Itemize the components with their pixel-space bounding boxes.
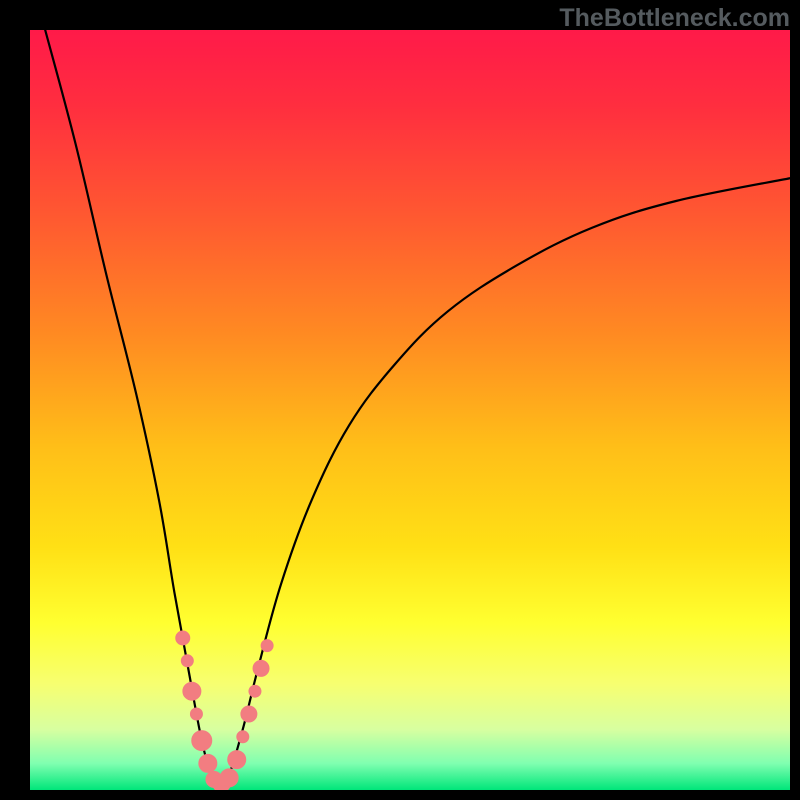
watermark-text: TheBottleneck.com xyxy=(559,4,790,33)
data-marker xyxy=(249,685,261,697)
plot-area xyxy=(30,30,790,790)
data-marker xyxy=(192,731,212,751)
data-marker xyxy=(181,655,193,667)
chart-svg xyxy=(30,30,790,790)
data-marker xyxy=(220,769,238,787)
data-marker xyxy=(261,640,273,652)
data-marker xyxy=(176,631,190,645)
data-marker xyxy=(228,751,246,769)
data-marker xyxy=(190,708,202,720)
gradient-background xyxy=(30,30,790,790)
figure-root: TheBottleneck.com xyxy=(0,0,800,800)
data-marker xyxy=(183,682,201,700)
data-marker xyxy=(253,660,269,676)
data-marker xyxy=(241,706,257,722)
data-marker xyxy=(199,754,217,772)
data-marker xyxy=(237,731,249,743)
